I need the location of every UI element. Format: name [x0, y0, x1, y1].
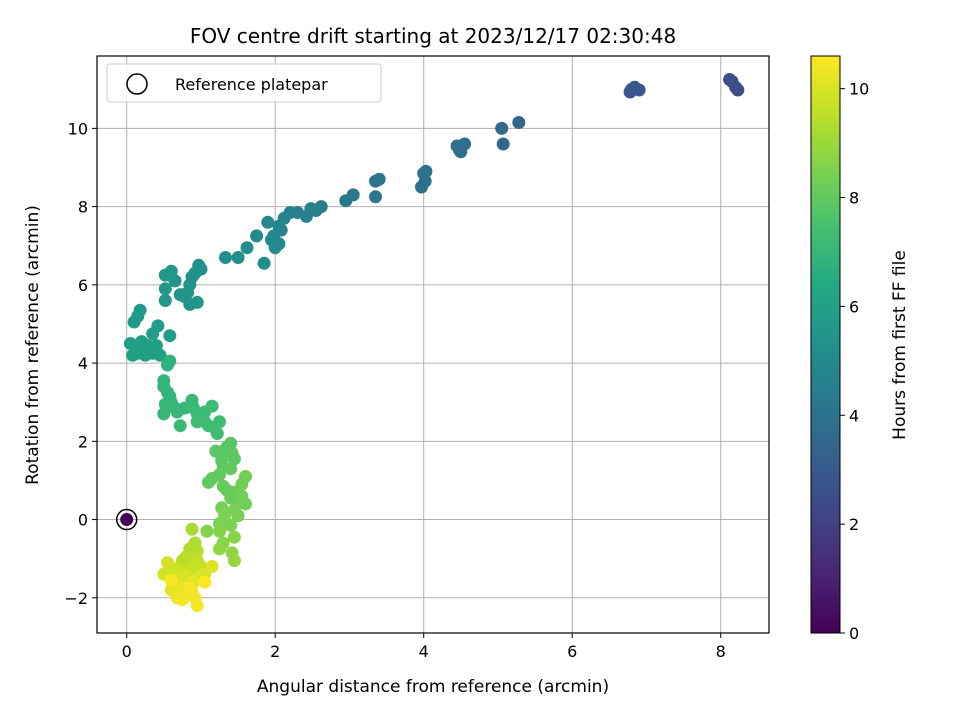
data-point [190, 599, 204, 613]
chart-title: FOV centre drift starting at 2023/12/17 … [190, 24, 676, 48]
x-axis-ticks: 0 2 4 6 8 [122, 633, 726, 661]
colorbar-label: Hours from first FF file [890, 250, 910, 440]
data-point [190, 544, 204, 558]
data-point [201, 475, 215, 489]
colorbar-ticks: 0 2 4 6 8 10 [840, 80, 869, 643]
data-point [173, 419, 187, 433]
data-point [261, 215, 275, 229]
data-point [419, 164, 433, 178]
y-axis-label: Rotation from reference (arcmin) [23, 205, 43, 485]
y-axis-ticks: −2 0 2 4 6 8 10 [64, 119, 97, 608]
x-tick-label: 2 [270, 642, 280, 661]
data-point [369, 190, 382, 204]
data-point [452, 143, 466, 157]
data-point [219, 251, 232, 264]
legend-label-reference: Reference platepar [175, 75, 328, 94]
data-point [185, 522, 199, 536]
x-tick-label: 0 [122, 642, 132, 661]
data-point [224, 462, 238, 476]
data-point [415, 180, 428, 194]
data-point [227, 452, 241, 466]
data-point [158, 294, 172, 307]
y-tick-label: 8 [78, 198, 88, 217]
data-point [205, 399, 219, 413]
data-point [623, 85, 637, 99]
data-point [496, 137, 510, 151]
data-point [272, 219, 286, 233]
data-point [161, 358, 174, 372]
data-point [339, 194, 353, 208]
y-tick-label: 10 [68, 119, 88, 138]
colorbar: 0 2 4 6 8 10 Hours from first FF file [810, 55, 910, 643]
data-point [198, 415, 212, 429]
data-point [268, 241, 282, 255]
data-point [250, 229, 264, 243]
y-tick-label: 0 [78, 511, 88, 530]
data-point [257, 256, 271, 270]
data-point [213, 468, 226, 482]
data-point [175, 593, 189, 607]
colorbar-gradient [810, 55, 841, 634]
data-point [495, 121, 509, 135]
data-point [227, 530, 241, 544]
data-point [231, 509, 245, 523]
data-point [158, 282, 172, 296]
y-tick-label: 6 [78, 276, 88, 295]
data-point [163, 329, 177, 343]
data-point [157, 407, 171, 421]
plot-frame [96, 55, 770, 634]
reference-point-ring [115, 508, 138, 531]
data-point [183, 581, 197, 595]
data-point [173, 288, 187, 302]
colorbar-tick-label: 0 [849, 624, 859, 643]
data-point [126, 348, 140, 362]
colorbar-tick-label: 6 [849, 297, 859, 316]
legend: Reference platepar [106, 63, 382, 103]
data-point [185, 393, 199, 407]
data-point [239, 497, 252, 511]
data-point [213, 524, 226, 538]
reference-point-marker [120, 513, 134, 527]
points-layer [123, 73, 745, 613]
data-point [369, 174, 382, 188]
data-point [224, 518, 238, 532]
x-axis-label: Angular distance from reference (arcmin) [257, 677, 609, 697]
data-point [190, 295, 204, 309]
data-point [240, 241, 254, 255]
data-point [235, 477, 249, 491]
x-tick-label: 8 [716, 642, 726, 661]
data-point [209, 444, 223, 458]
data-point [200, 524, 214, 538]
data-point [231, 251, 245, 264]
legend-box [106, 63, 382, 103]
colorbar-tick-label: 4 [849, 406, 859, 425]
data-point [127, 315, 141, 329]
x-tick-label: 4 [419, 642, 429, 661]
data-point [153, 348, 167, 362]
y-tick-label: 4 [78, 354, 88, 373]
x-tick-label: 6 [567, 642, 577, 661]
data-point [198, 575, 212, 589]
data-point [205, 560, 219, 573]
reference-layer [115, 508, 138, 531]
data-point [164, 573, 178, 587]
y-tick-label: −2 [64, 589, 88, 608]
grid-layer [97, 56, 769, 633]
legend-marker-reference [126, 73, 148, 95]
data-point [731, 83, 745, 97]
colorbar-tick-label: 2 [849, 515, 859, 534]
data-point [227, 554, 241, 568]
data-point [512, 116, 526, 129]
data-point [161, 556, 174, 570]
colorbar-tick-label: 10 [849, 80, 869, 99]
data-point [146, 327, 160, 341]
data-point [164, 264, 178, 278]
data-point [213, 542, 226, 556]
colorbar-tick-label: 8 [849, 189, 859, 208]
y-tick-label: 2 [78, 432, 88, 451]
data-point [210, 427, 224, 440]
